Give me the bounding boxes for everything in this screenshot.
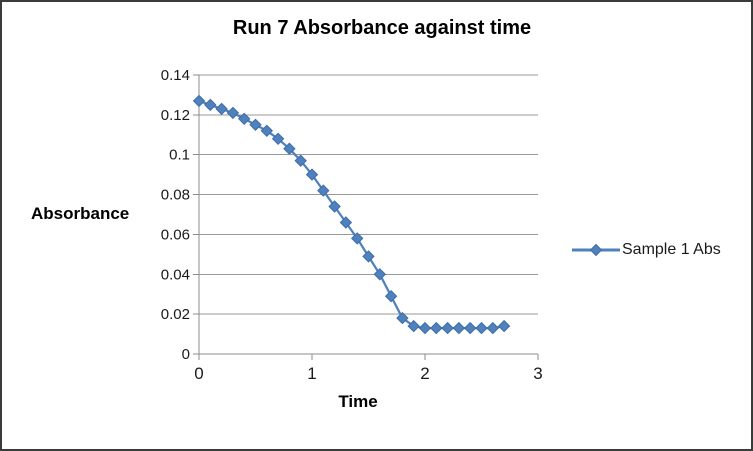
- data-point-marker: [294, 154, 307, 167]
- axes: [193, 74, 539, 360]
- data-point-marker: [271, 132, 285, 146]
- svg-text:0.06: 0.06: [161, 226, 190, 243]
- data-point-marker: [249, 118, 262, 132]
- data-point-marker: [407, 319, 420, 333]
- svg-text:1: 1: [307, 364, 316, 383]
- svg-text:0.14: 0.14: [161, 67, 190, 84]
- x-axis-title: Time: [338, 392, 378, 411]
- data-point-marker: [430, 321, 443, 335]
- legend-marker-icon: [572, 243, 620, 256]
- svg-text:0.12: 0.12: [161, 107, 190, 124]
- data-point-marker: [305, 168, 319, 181]
- data-point-marker: [396, 311, 409, 325]
- data-point-marker: [192, 94, 206, 108]
- data-point-marker: [350, 232, 364, 245]
- data-point-marker: [373, 268, 387, 281]
- svg-text:0: 0: [194, 364, 203, 383]
- data-point-marker: [418, 321, 432, 335]
- data-point-marker: [475, 321, 488, 335]
- legend: Sample 1 Abs: [571, 241, 721, 258]
- y-tick-labels: 0 0.02 0.04 0.06 0.08 0.1 0.12 0.14: [161, 67, 190, 363]
- data-point-marker: [317, 184, 330, 197]
- data-point-marker: [215, 102, 228, 116]
- data-point-marker: [339, 216, 353, 229]
- data-point-marker: [497, 319, 511, 333]
- svg-text:0: 0: [182, 346, 190, 363]
- x-tick-labels: 0 1 2 3: [194, 364, 542, 383]
- y-gridlines: [199, 74, 538, 315]
- data-point-marker: [441, 321, 454, 335]
- data-point-marker: [260, 124, 274, 138]
- svg-text:0.04: 0.04: [161, 266, 190, 283]
- data-point-marker: [452, 321, 466, 335]
- data-point-marker: [486, 321, 500, 335]
- y-axis-title: Absorbance: [31, 204, 130, 223]
- data-point-marker: [237, 112, 251, 126]
- data-point-marker: [283, 142, 296, 155]
- svg-text:3: 3: [533, 364, 542, 383]
- svg-text:0.1: 0.1: [169, 147, 190, 164]
- data-point-marker: [328, 200, 341, 213]
- chart-title: Run 7 Absorbance against time: [232, 17, 532, 39]
- data-point-marker: [463, 321, 477, 335]
- data-point-marker: [204, 98, 217, 112]
- legend-label: Sample 1 Abs: [622, 240, 721, 258]
- data-point-marker: [362, 250, 375, 263]
- svg-text:0.08: 0.08: [161, 187, 190, 204]
- svg-text:2: 2: [420, 364, 429, 383]
- data-point-marker: [226, 106, 240, 120]
- svg-text:0.02: 0.02: [161, 306, 190, 323]
- data-point-marker: [384, 289, 398, 303]
- series-sample-1-abs: [192, 94, 511, 335]
